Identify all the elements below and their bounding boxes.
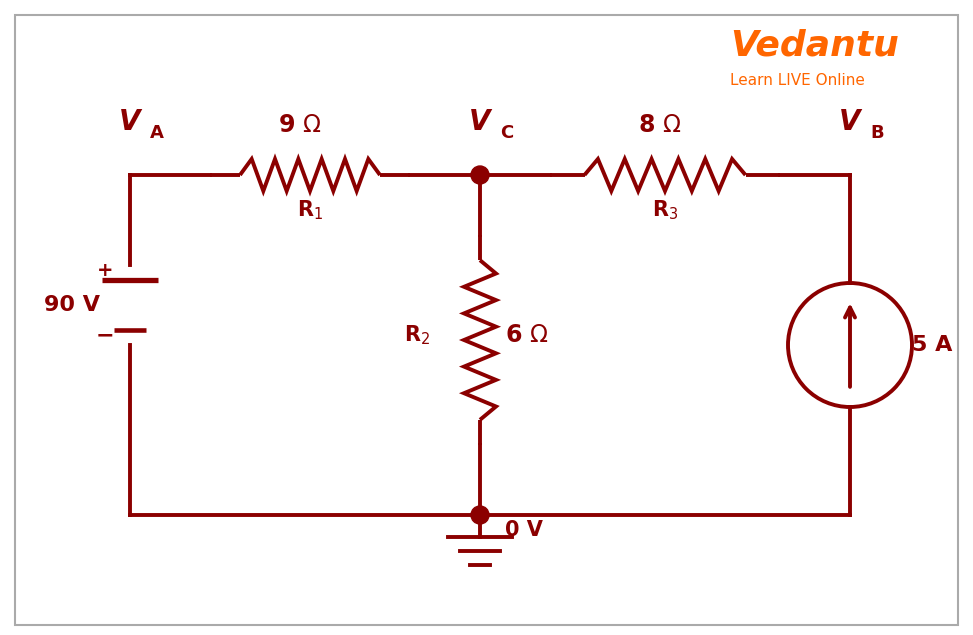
Text: V: V — [840, 108, 861, 136]
Circle shape — [471, 506, 489, 524]
Text: V: V — [120, 108, 141, 136]
Text: 0 V: 0 V — [505, 520, 543, 540]
Text: 90 V: 90 V — [44, 295, 100, 315]
Text: 9 $\Omega$: 9 $\Omega$ — [278, 113, 322, 137]
Text: R$_3$: R$_3$ — [652, 198, 678, 222]
Text: R$_2$: R$_2$ — [404, 323, 430, 347]
Text: Vedantu: Vedantu — [730, 28, 899, 62]
Circle shape — [471, 166, 489, 184]
Text: B: B — [870, 124, 883, 142]
Text: C: C — [500, 124, 513, 142]
Text: 6 $\Omega$: 6 $\Omega$ — [505, 323, 549, 347]
Text: V: V — [469, 108, 490, 136]
Text: Learn LIVE Online: Learn LIVE Online — [730, 72, 865, 88]
Text: R$_1$: R$_1$ — [297, 198, 323, 222]
Text: +: + — [96, 260, 113, 279]
Text: A: A — [150, 124, 163, 142]
Text: −: − — [95, 325, 114, 345]
Text: 8 $\Omega$: 8 $\Omega$ — [638, 113, 682, 137]
Text: 5 A: 5 A — [912, 335, 953, 355]
